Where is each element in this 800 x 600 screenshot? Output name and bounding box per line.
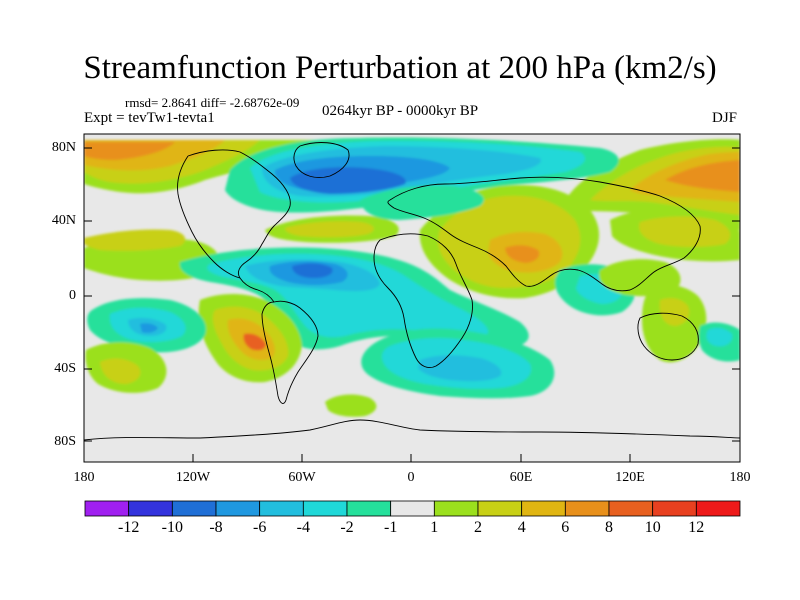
lon-label-120e: 120E [615,470,645,485]
colorbar-label: -10 [161,519,183,536]
colorbar-label: 12 [688,519,705,536]
lat-label-80s: 80S [54,434,76,449]
colorbar-swatch [521,500,566,517]
coastline-africa [373,233,473,369]
colorbar-label: -4 [296,519,310,536]
lat-label-80n: 80N [51,140,76,155]
lon-label-60w: 60W [288,470,316,485]
contour-region [325,394,377,417]
coastline-eurasia [387,176,701,292]
contour-field [84,134,740,462]
rmsd-stat: rmsd= 2.8641 diff= -2.68762e-09 [125,95,300,110]
season-label: DJF [712,110,738,126]
colorbar-label: 10 [644,519,661,536]
coastline-greenland [293,142,350,178]
colorbar-swatch [652,500,697,517]
contour-region [292,263,333,278]
coastline-australia [637,312,699,361]
contour-region [84,229,186,251]
coastline-south-america [261,300,319,404]
colorbar-swatch [215,500,261,517]
contour-region [418,355,502,382]
colorbar-label: 8 [605,519,613,536]
contour-region [290,167,406,194]
colorbar-swatch [171,500,217,517]
contour-region [706,327,733,347]
colorbar-swatch [390,500,435,517]
axis-ticks [84,147,740,462]
contour-region [285,221,374,238]
colorbar-label: -1 [384,519,398,536]
colorbar-swatch [477,500,523,517]
lat-label-0: 0 [69,288,76,303]
experiment-label: Expt = tevTw1-tevta1 [84,110,215,126]
plot-title: Streamfunction Perturbation at 200 hPa (… [83,50,717,86]
contour-region [140,323,158,333]
colorbar-label: 4 [517,519,526,536]
colorbar-swatch [608,500,654,517]
lon-label-0: 0 [407,470,415,485]
colorbar-label: 1 [430,519,439,536]
colorbar-swatch [302,500,348,517]
colorbar-swatch [346,500,392,517]
colorbar-label: -6 [253,519,267,536]
colorbar-swatch [84,500,130,517]
lon-label-120w: 120W [175,470,211,485]
colorbar-swatch [564,500,610,517]
contour-region [639,216,731,247]
colorbar-swatch [128,500,173,517]
lat-label-40n: 40N [51,213,76,228]
contour-region [100,358,141,384]
contour-region [84,142,175,160]
colorbar-label: -12 [118,519,140,536]
coastline-north-america-west [177,155,241,279]
lon-label-180w: 180 [73,470,95,485]
contour-region [659,298,690,326]
colorbar [84,500,741,517]
contour-region [360,185,484,220]
lon-label-180e: 180 [729,470,751,485]
contour-region [665,160,740,192]
colorbar-swatch [433,500,479,517]
coastline-antarctica [84,419,740,441]
contour-region [505,245,540,263]
map-frame [83,133,741,463]
contour-region [243,333,266,351]
coastlines [84,142,740,441]
colorbar-label: 6 [561,519,570,536]
colorbar-label: -8 [209,519,223,536]
colorbar-label: -2 [340,519,354,536]
colorbar-label: 2 [474,519,482,536]
lat-label-40s: 40S [54,361,76,376]
coastline-north-america [187,149,291,303]
period-label: 0264kyr BP - 0000kyr BP [322,103,479,119]
colorbar-swatch [259,500,304,517]
colorbar-swatch [695,500,741,517]
lon-label-60e: 60E [509,470,533,485]
